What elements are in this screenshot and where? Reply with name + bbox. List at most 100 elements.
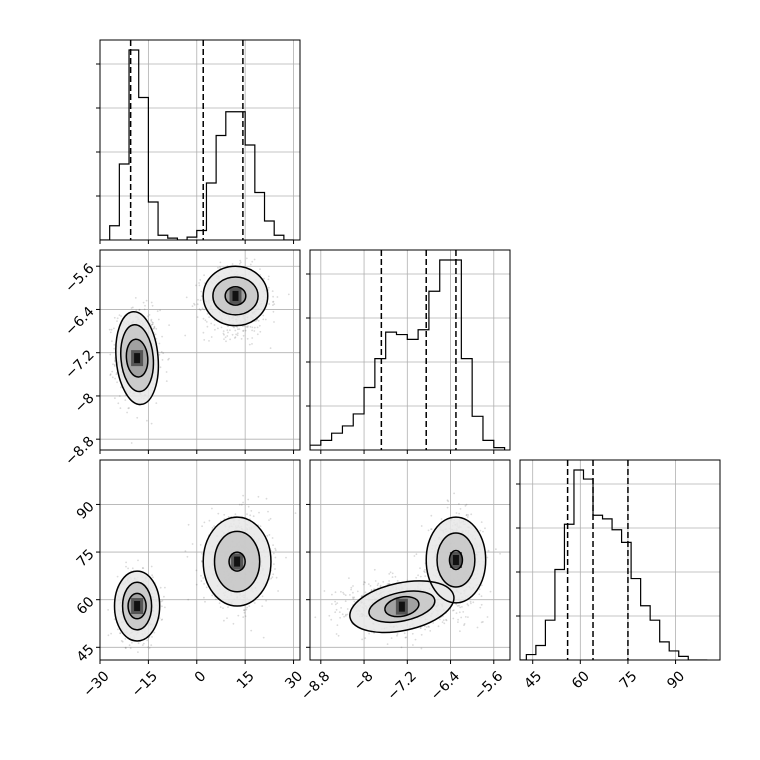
sample-point <box>113 363 116 366</box>
sample-point <box>145 299 148 302</box>
sample-point <box>199 309 202 312</box>
sample-point <box>121 640 124 643</box>
sample-point <box>377 582 380 585</box>
sample-point <box>272 300 275 303</box>
sample-point <box>142 567 145 569</box>
sample-point <box>242 616 245 618</box>
sample-point <box>467 616 469 618</box>
sample-point <box>247 325 249 327</box>
sample-point <box>352 597 355 600</box>
sample-point <box>275 576 278 579</box>
sample-point <box>373 588 375 591</box>
panel-x-z-contour-0 <box>127 592 147 620</box>
sample-point <box>247 505 250 508</box>
sample-point <box>143 308 146 311</box>
sample-point <box>184 334 187 337</box>
sample-point <box>353 600 356 603</box>
sample-point <box>185 296 188 299</box>
sample-point <box>430 514 433 517</box>
sample-point <box>157 318 160 321</box>
sample-point <box>234 336 237 338</box>
sample-point <box>420 525 423 527</box>
panel-y-z-contour-0 <box>384 595 420 618</box>
sample-point <box>107 634 110 637</box>
sample-point <box>248 343 251 346</box>
sample-point <box>136 416 139 419</box>
sample-point <box>459 606 462 609</box>
sample-point <box>184 550 187 552</box>
sample-point <box>452 617 455 620</box>
sample-point <box>238 503 241 506</box>
hist-0-frame <box>99 39 301 241</box>
sample-point <box>272 544 274 546</box>
sample-point <box>246 513 248 515</box>
sample-point <box>459 508 462 510</box>
sample-point <box>346 613 349 616</box>
sample-point <box>203 339 206 341</box>
sample-point <box>130 442 133 444</box>
sample-point <box>164 586 166 589</box>
hist-2-frame <box>519 459 721 661</box>
sample-point <box>413 555 416 557</box>
sample-point <box>253 326 256 329</box>
sample-point <box>168 324 171 326</box>
sample-point <box>204 319 207 322</box>
sample-point <box>364 581 366 584</box>
sample-point <box>210 322 213 325</box>
sample-point <box>198 308 201 310</box>
sample-point <box>138 309 141 311</box>
sample-point <box>222 332 225 335</box>
sample-point <box>489 590 492 593</box>
sample-point <box>232 622 235 625</box>
sample-point <box>229 338 232 341</box>
sample-point <box>132 306 134 309</box>
sample-point <box>239 259 242 262</box>
sample-point <box>269 517 272 520</box>
sample-point <box>243 611 246 614</box>
sample-point <box>272 301 274 303</box>
sample-point <box>245 257 248 260</box>
sample-point <box>258 511 260 514</box>
sample-point <box>116 320 118 322</box>
sample-point <box>111 340 113 342</box>
sample-point <box>245 325 248 328</box>
sample-point <box>126 411 128 414</box>
sample-point <box>420 647 423 650</box>
sample-point <box>463 623 466 625</box>
sample-point <box>482 621 484 623</box>
sample-point <box>465 503 468 506</box>
sample-point <box>455 512 458 514</box>
sample-point <box>370 589 373 591</box>
sample-point <box>457 618 459 621</box>
sample-point <box>442 619 445 621</box>
sample-point <box>340 607 342 609</box>
sample-point <box>201 307 204 310</box>
sample-point <box>334 591 337 594</box>
sample-point <box>403 632 406 635</box>
sample-point <box>147 315 149 318</box>
sample-point <box>201 560 203 563</box>
sample-point <box>271 290 274 292</box>
sample-point <box>405 636 408 639</box>
sample-point <box>246 606 249 609</box>
sample-point <box>109 373 112 376</box>
panel-x-z-contour-1 <box>121 581 153 631</box>
sample-point <box>117 628 119 631</box>
sample-point <box>151 321 154 323</box>
ytick-label: −6.4 <box>62 304 97 339</box>
sample-point <box>113 618 116 621</box>
sample-point <box>242 501 245 504</box>
sample-point <box>186 555 189 558</box>
sample-point <box>486 616 489 618</box>
ytick-label: 45 <box>74 642 98 666</box>
sample-point <box>246 337 249 340</box>
sample-point <box>428 626 430 628</box>
sample-point <box>198 284 201 287</box>
sample-point <box>484 527 486 530</box>
sample-point <box>361 638 363 641</box>
xtick-label: −7.2 <box>385 668 420 703</box>
sample-point <box>109 331 112 334</box>
sample-point <box>141 567 144 569</box>
sample-point <box>167 358 170 361</box>
sample-point <box>200 290 203 293</box>
